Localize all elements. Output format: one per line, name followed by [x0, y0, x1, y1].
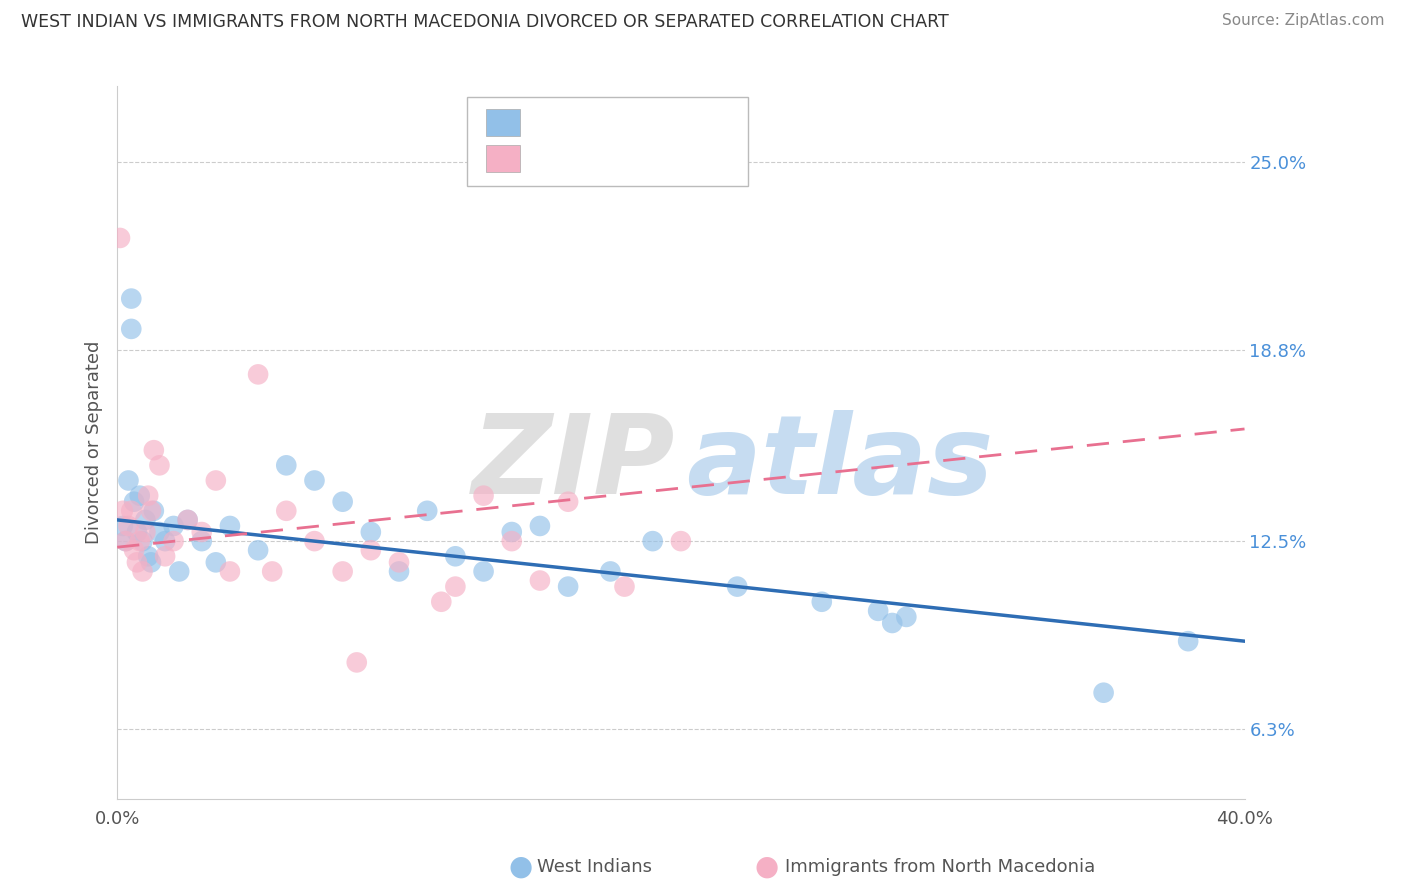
Point — [444, 549, 467, 564]
Point — [219, 565, 242, 579]
Point — [139, 504, 162, 518]
Point — [205, 555, 228, 569]
Point — [219, 519, 242, 533]
Point — [111, 519, 134, 533]
Point — [134, 524, 156, 539]
Point — [501, 534, 523, 549]
FancyBboxPatch shape — [486, 109, 520, 136]
Point — [148, 458, 170, 473]
Text: N =: N = — [647, 114, 689, 133]
Text: 0.065: 0.065 — [571, 150, 630, 169]
Text: 36: 36 — [686, 150, 713, 169]
Point — [262, 565, 284, 579]
Point — [472, 565, 495, 579]
Point — [641, 534, 664, 549]
Point — [304, 474, 326, 488]
Point — [136, 549, 159, 564]
Text: atlas: atlas — [686, 410, 994, 517]
Point — [304, 534, 326, 549]
Point — [388, 555, 411, 569]
Point — [1092, 686, 1115, 700]
Point — [388, 565, 411, 579]
Text: ZIP: ZIP — [472, 410, 675, 517]
Point — [557, 580, 579, 594]
Point — [332, 494, 354, 508]
Point — [148, 524, 170, 539]
Point — [1177, 634, 1199, 648]
Text: R =: R = — [529, 114, 569, 133]
Point — [190, 534, 212, 549]
Point — [176, 513, 198, 527]
Point — [896, 610, 918, 624]
Point — [128, 489, 150, 503]
Point — [416, 504, 439, 518]
Point — [111, 504, 134, 518]
Point — [247, 368, 270, 382]
Point — [125, 555, 148, 569]
Point — [125, 524, 148, 539]
Point — [190, 524, 212, 539]
Point — [444, 580, 467, 594]
Text: Immigrants from North Macedonia: Immigrants from North Macedonia — [785, 858, 1095, 876]
Point — [131, 534, 153, 549]
Point — [529, 574, 551, 588]
Point — [360, 524, 382, 539]
Point — [529, 519, 551, 533]
Point — [153, 534, 176, 549]
Point — [128, 534, 150, 549]
Point — [276, 458, 298, 473]
Text: WEST INDIAN VS IMMIGRANTS FROM NORTH MACEDONIA DIVORCED OR SEPARATED CORRELATION: WEST INDIAN VS IMMIGRANTS FROM NORTH MAC… — [21, 13, 949, 31]
Point — [725, 580, 748, 594]
Text: N =: N = — [647, 150, 689, 169]
Point — [117, 519, 139, 533]
Point — [142, 443, 165, 458]
Point — [122, 543, 145, 558]
Point — [108, 231, 131, 245]
Y-axis label: Divorced or Separated: Divorced or Separated — [86, 341, 103, 544]
Point — [162, 534, 184, 549]
Point — [430, 595, 453, 609]
Point — [501, 524, 523, 539]
Text: -0.266: -0.266 — [571, 114, 638, 133]
Point — [120, 292, 142, 306]
Point — [131, 565, 153, 579]
Text: ●: ● — [754, 853, 779, 881]
Point — [176, 513, 198, 527]
Point — [613, 580, 636, 594]
Point — [810, 595, 832, 609]
Text: R =: R = — [529, 150, 569, 169]
Point — [142, 504, 165, 518]
Point — [557, 494, 579, 508]
Point — [472, 489, 495, 503]
Point — [167, 565, 190, 579]
Text: 42: 42 — [686, 114, 713, 133]
Point — [346, 656, 368, 670]
Point — [139, 555, 162, 569]
Point — [669, 534, 692, 549]
Text: West Indians: West Indians — [537, 858, 652, 876]
Point — [599, 565, 621, 579]
Text: ●: ● — [508, 853, 533, 881]
Point — [882, 615, 904, 630]
Point — [134, 513, 156, 527]
Point — [114, 534, 136, 549]
Point — [205, 474, 228, 488]
Point — [114, 534, 136, 549]
Point — [868, 604, 890, 618]
Point — [332, 565, 354, 579]
Point — [120, 504, 142, 518]
Point — [360, 543, 382, 558]
Point — [162, 519, 184, 533]
Point — [276, 504, 298, 518]
FancyBboxPatch shape — [467, 97, 748, 186]
Point — [247, 543, 270, 558]
Point — [153, 549, 176, 564]
Point — [120, 322, 142, 336]
Point — [122, 494, 145, 508]
Text: Source: ZipAtlas.com: Source: ZipAtlas.com — [1222, 13, 1385, 29]
Point — [117, 474, 139, 488]
FancyBboxPatch shape — [486, 145, 520, 172]
Point — [136, 489, 159, 503]
